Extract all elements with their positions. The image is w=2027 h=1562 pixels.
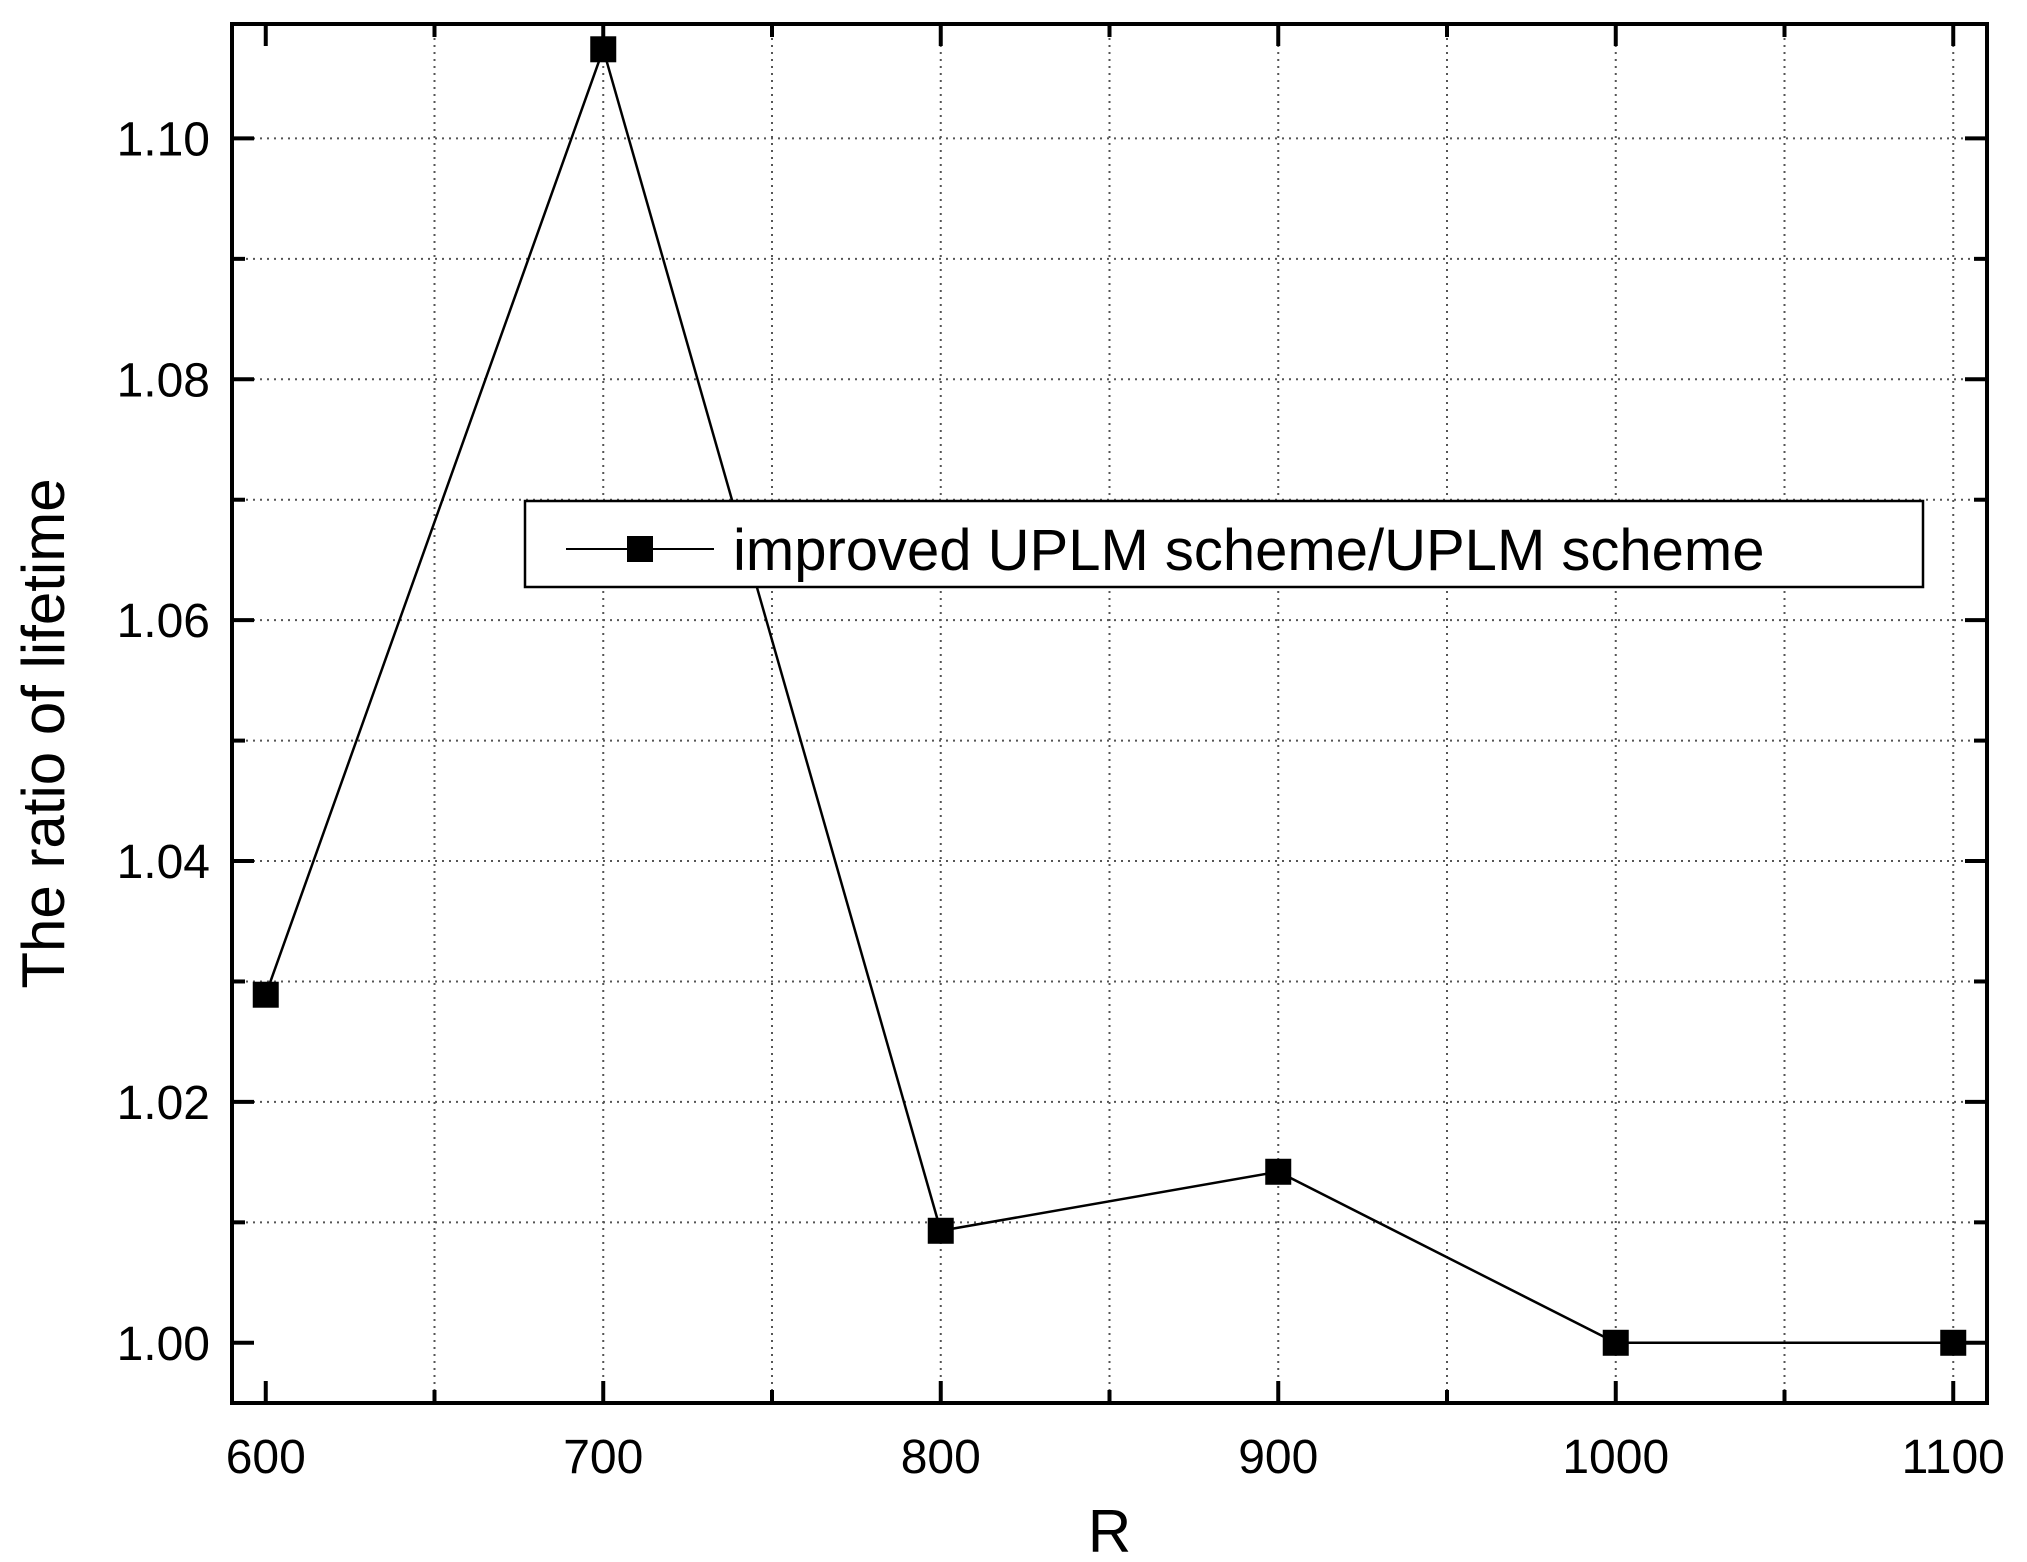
data-point-marker (927, 1217, 954, 1244)
data-point-marker (252, 981, 279, 1008)
x-tick-labels: 600 700 800 900 1000 1100 (226, 1431, 2005, 1484)
series-line-segment (264, 48, 605, 996)
data-point-marker (1265, 1158, 1292, 1185)
x-axis-title: R (1088, 1498, 1131, 1562)
legend-marker-square (627, 536, 653, 562)
y-axis-title: The ratio of lifetime (10, 478, 77, 988)
data-point-marker (1940, 1329, 1967, 1356)
legend-label: improved UPLM scheme/UPLM scheme (733, 518, 1764, 583)
x-tick-label: 1100 (1902, 1431, 2005, 1484)
y-tick-label: 1.06 (117, 595, 210, 648)
y-tick-label: 1.04 (117, 836, 210, 889)
legend: improved UPLM scheme/UPLM scheme (523, 499, 1925, 589)
x-tick-label: 600 (226, 1431, 306, 1484)
series-line-segment (602, 48, 942, 1232)
data-point-marker (1602, 1329, 1629, 1356)
y-tick-labels: 1.00 1.02 1.04 1.06 1.08 1.10 (117, 113, 210, 1370)
y-tick-label: 1.10 (117, 113, 210, 166)
series-line-segment (1277, 1170, 1617, 1344)
axis-ticks (232, 24, 1987, 1403)
x-tick-label: 700 (563, 1431, 643, 1484)
x-tick-label: 1000 (1562, 1431, 1669, 1484)
plot-frame (230, 22, 1989, 1405)
y-tick-label: 1.00 (117, 1318, 210, 1371)
y-tick-label: 1.08 (117, 354, 210, 407)
grid (232, 24, 1987, 1403)
x-tick-label: 900 (1238, 1431, 1318, 1484)
y-tick-label: 1.02 (117, 1077, 210, 1130)
legend-box (523, 499, 1925, 589)
x-tick-label: 800 (901, 1431, 981, 1484)
series-line-segment (940, 1170, 1279, 1233)
